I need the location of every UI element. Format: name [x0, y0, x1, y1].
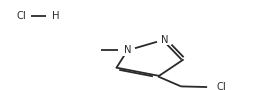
- Text: N: N: [123, 45, 131, 55]
- Text: Cl: Cl: [17, 11, 26, 21]
- Text: N: N: [160, 35, 168, 45]
- Text: Cl: Cl: [216, 82, 226, 90]
- Text: H: H: [52, 11, 60, 21]
